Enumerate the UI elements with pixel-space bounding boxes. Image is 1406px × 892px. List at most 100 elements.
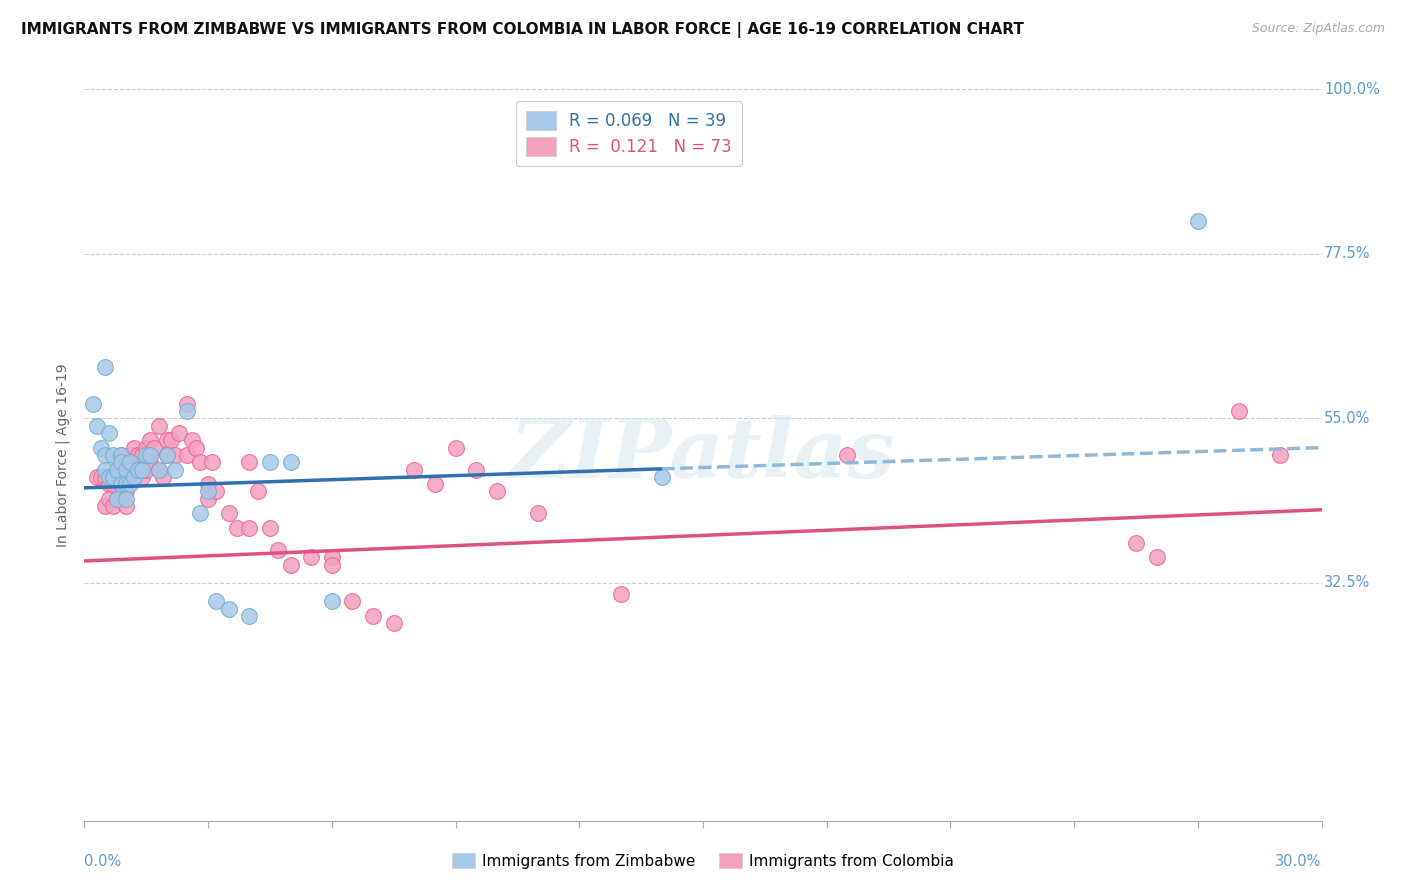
Point (131, 448, 153, 462)
Point (94, 470, 117, 484)
Point (135, 462, 157, 476)
Point (205, 594, 228, 608)
Point (98, 425, 121, 440)
Point (110, 491, 132, 506)
Point (148, 462, 170, 476)
Point (122, 462, 145, 476)
Point (176, 397, 198, 411)
Point (86, 418, 108, 433)
Point (205, 484, 228, 499)
Point (122, 470, 145, 484)
Point (160, 434, 183, 448)
Point (139, 455, 162, 469)
Point (148, 418, 170, 433)
Point (238, 608, 260, 623)
Point (118, 448, 141, 462)
Point (156, 434, 179, 448)
Point (156, 448, 179, 462)
Point (127, 448, 149, 462)
Point (152, 470, 174, 484)
Point (280, 558, 302, 572)
Point (167, 425, 190, 440)
Point (105, 462, 128, 476)
Point (651, 470, 673, 484)
Point (103, 499, 125, 513)
Point (82, 397, 104, 411)
Point (184, 441, 207, 455)
Point (105, 491, 128, 506)
Point (226, 521, 249, 535)
Point (127, 462, 149, 476)
Point (114, 484, 136, 499)
Point (165, 462, 187, 476)
Point (180, 434, 202, 448)
Point (94, 448, 117, 462)
Point (118, 470, 141, 484)
Legend: Immigrants from Zimbabwe, Immigrants from Colombia: Immigrants from Zimbabwe, Immigrants fro… (446, 847, 960, 875)
Point (1227, 404, 1250, 418)
Point (197, 477, 219, 491)
Point (110, 462, 132, 476)
Text: ZIPatlas: ZIPatlas (510, 415, 896, 495)
Point (143, 441, 166, 455)
Point (197, 484, 219, 499)
Point (280, 455, 302, 469)
Point (110, 448, 132, 462)
Point (321, 558, 343, 572)
Point (156, 448, 179, 462)
Point (259, 521, 281, 535)
Legend: R = 0.069   N = 39, R =  0.121   N = 73: R = 0.069 N = 39, R = 0.121 N = 73 (516, 101, 742, 166)
Point (110, 455, 132, 469)
Text: 0.0%: 0.0% (84, 854, 121, 869)
Point (86, 470, 108, 484)
Point (188, 507, 211, 521)
Point (103, 470, 125, 484)
Text: 55.0%: 55.0% (1324, 411, 1371, 425)
Point (90, 470, 112, 484)
Point (139, 434, 162, 448)
Point (259, 455, 281, 469)
Point (114, 491, 136, 506)
Point (135, 441, 157, 455)
Point (188, 455, 211, 469)
Point (110, 448, 132, 462)
Point (382, 616, 405, 631)
Point (103, 448, 125, 462)
Point (197, 491, 219, 506)
Point (114, 462, 136, 476)
Point (176, 404, 198, 418)
Point (114, 477, 136, 491)
Point (94, 462, 117, 476)
Point (1146, 550, 1168, 565)
Point (114, 499, 136, 513)
Point (118, 477, 141, 491)
Point (105, 491, 128, 506)
Point (238, 455, 260, 469)
Point (148, 462, 170, 476)
Point (110, 477, 132, 491)
Point (98, 470, 121, 484)
Point (485, 484, 508, 499)
Point (131, 462, 153, 476)
Text: 100.0%: 100.0% (1324, 82, 1381, 96)
Point (321, 550, 343, 565)
Point (135, 448, 157, 462)
Point (246, 484, 269, 499)
Point (114, 462, 136, 476)
Point (201, 455, 224, 469)
Point (609, 587, 631, 601)
Point (94, 360, 117, 375)
Point (114, 477, 136, 491)
Point (122, 441, 145, 455)
Point (165, 448, 187, 462)
Point (105, 462, 128, 476)
Point (1270, 448, 1292, 462)
Point (527, 507, 550, 521)
Point (98, 477, 121, 491)
Point (98, 491, 121, 506)
Point (94, 499, 117, 513)
Point (837, 448, 859, 462)
Point (342, 594, 364, 608)
Point (218, 507, 240, 521)
Point (118, 455, 141, 469)
